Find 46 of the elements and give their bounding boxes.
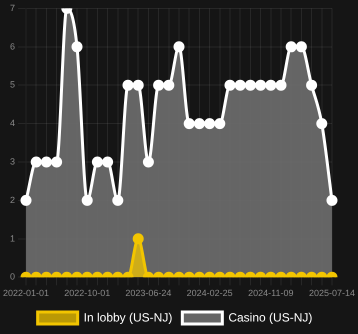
- point: [20, 194, 32, 206]
- x-tick-label: 2024-11-09: [248, 288, 294, 298]
- y-tick-label: 5: [10, 80, 16, 90]
- point: [204, 118, 216, 130]
- point: [234, 80, 246, 91]
- point: [30, 156, 42, 168]
- y-tick-label: 2: [10, 194, 16, 205]
- y-tick-label: 3: [10, 156, 16, 166]
- point: [214, 118, 226, 130]
- point: [40, 156, 52, 168]
- point: [153, 80, 164, 91]
- legend-label: In lobby (US-NJ): [84, 310, 172, 324]
- point: [122, 80, 134, 91]
- point: [306, 80, 318, 91]
- point: [72, 41, 83, 52]
- y-tick-label: 1: [10, 233, 16, 244]
- x-tick-label: 2023-06-24: [125, 288, 172, 298]
- point: [244, 80, 256, 91]
- point: [184, 118, 195, 130]
- point: [112, 194, 124, 206]
- point: [82, 194, 93, 206]
- x-tick-label: 2022-01-01: [2, 288, 50, 298]
- y-tick-label: 6: [10, 41, 16, 52]
- point: [224, 80, 236, 91]
- point: [316, 118, 328, 130]
- point: [163, 80, 174, 91]
- point: [286, 41, 297, 52]
- y-tick-label: 7: [10, 2, 16, 13]
- point: [174, 41, 184, 52]
- x-tick-label: 2022-10-01: [64, 288, 110, 298]
- point: [102, 156, 114, 168]
- point: [51, 156, 62, 168]
- point: [265, 80, 276, 91]
- point: [275, 80, 286, 91]
- point: [132, 80, 144, 91]
- point: [255, 80, 266, 91]
- point: [92, 156, 103, 168]
- y-tick-label: 4: [10, 118, 16, 128]
- y-tick-label: 0: [10, 272, 16, 282]
- x-tick-label: 2025-07-14: [308, 288, 356, 298]
- legend-label: Casino (US-NJ): [228, 310, 312, 324]
- x-tick-label: 2024-02-25: [186, 288, 233, 298]
- point: [194, 118, 205, 130]
- point: [142, 156, 154, 168]
- point: [326, 194, 338, 206]
- point: [296, 41, 307, 52]
